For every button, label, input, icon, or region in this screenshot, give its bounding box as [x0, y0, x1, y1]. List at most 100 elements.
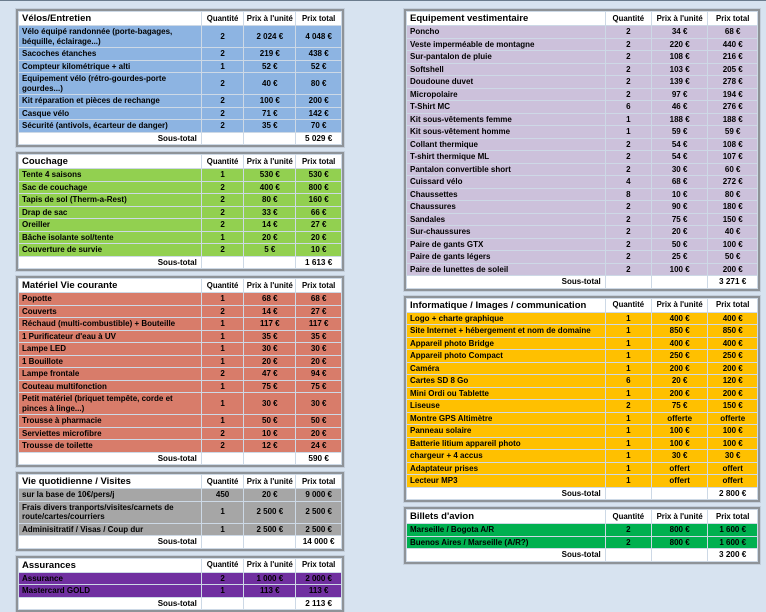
cell-label[interactable]: 1 Purificateur d'eau à UV [19, 331, 201, 343]
col-header-quantite[interactable]: Quantité [202, 279, 243, 292]
cell-total-price[interactable]: 60 € [708, 164, 757, 176]
cell-quantity[interactable]: 2 [202, 26, 243, 47]
cell-total-price[interactable]: 27 € [296, 306, 341, 318]
cell-label[interactable]: Sac de couchage [19, 182, 201, 194]
cell-empty[interactable] [652, 276, 708, 288]
cell-label[interactable]: T-shirt thermique ML [407, 151, 605, 163]
cell-empty[interactable] [244, 453, 295, 465]
cell-total-price[interactable]: 10 € [296, 244, 341, 256]
cell-label[interactable]: Couverture de survie [19, 244, 201, 256]
cell-unit-price[interactable]: 100 € [652, 264, 708, 276]
cell-quantity[interactable]: 6 [606, 101, 651, 113]
cell-total-price[interactable]: 70 € [296, 120, 341, 132]
cell-total-price[interactable]: 75 € [296, 381, 341, 393]
cell-total-price[interactable]: 160 € [296, 194, 341, 206]
cell-total-price[interactable]: 27 € [296, 219, 341, 231]
cell-label[interactable]: Trousse de toilette [19, 440, 201, 452]
subtotal-value[interactable]: 2 800 € [708, 488, 757, 500]
subtotal-value[interactable]: 3 271 € [708, 276, 757, 288]
col-header-prix-total[interactable]: Prix total [708, 299, 757, 312]
cell-label[interactable]: Lecteur MP3 [407, 475, 605, 487]
cell-label[interactable]: Mini Ordi ou Tablette [407, 388, 605, 400]
cell-total-price[interactable]: 800 € [296, 182, 341, 194]
cell-quantity[interactable]: 2 [202, 244, 243, 256]
cell-quantity[interactable]: 1 [202, 415, 243, 427]
cell-total-price[interactable]: 107 € [708, 151, 757, 163]
cell-label[interactable]: Couteau multifonction [19, 381, 201, 393]
cell-total-price[interactable]: 276 € [708, 101, 757, 113]
cell-quantity[interactable]: 2 [606, 524, 651, 536]
cell-quantity[interactable]: 2 [606, 26, 651, 38]
table-title[interactable]: Billets d'avion [407, 510, 605, 523]
cell-total-price[interactable]: 1 600 € [708, 524, 757, 536]
cell-label[interactable]: Lampe frontale [19, 368, 201, 380]
cell-label[interactable]: Drap de sac [19, 207, 201, 219]
cell-total-price[interactable]: 2 000 € [296, 573, 341, 585]
cell-label[interactable]: Softshell [407, 64, 605, 76]
cell-unit-price[interactable]: 35 € [244, 331, 295, 343]
cell-unit-price[interactable]: 52 € [244, 61, 295, 73]
col-header-prix-unite[interactable]: Prix à l'unité [244, 12, 295, 25]
cell-quantity[interactable]: 1 [606, 325, 651, 337]
cell-quantity[interactable]: 1 [606, 438, 651, 450]
cell-quantity[interactable]: 2 [606, 226, 651, 238]
cell-quantity[interactable]: 1 [606, 450, 651, 462]
subtotal-label[interactable]: Sous-total [19, 257, 201, 269]
cell-label[interactable]: Sandales [407, 214, 605, 226]
cell-unit-price[interactable]: 113 € [244, 585, 295, 597]
cell-quantity[interactable]: 2 [606, 201, 651, 213]
cell-unit-price[interactable]: 50 € [244, 415, 295, 427]
cell-label[interactable]: Equipement vélo (rétro-gourdes-porte gou… [19, 73, 201, 94]
cell-quantity[interactable]: 6 [606, 375, 651, 387]
cell-empty[interactable] [606, 276, 651, 288]
cell-label[interactable]: Bâche isolante sol/tente [19, 232, 201, 244]
cell-total-price[interactable]: 30 € [708, 450, 757, 462]
col-header-quantite[interactable]: Quantité [606, 12, 651, 25]
cell-total-price[interactable]: 1 600 € [708, 537, 757, 549]
cell-unit-price[interactable]: 20 € [244, 232, 295, 244]
cell-total-price[interactable]: 4 048 € [296, 26, 341, 47]
cell-total-price[interactable]: 2 500 € [296, 524, 341, 536]
subtotal-label[interactable]: Sous-total [407, 488, 605, 500]
cell-total-price[interactable]: 438 € [296, 48, 341, 60]
cell-label[interactable]: Vélo équipé randonnée (porte-bagages, bé… [19, 26, 201, 47]
subtotal-label[interactable]: Sous-total [407, 549, 605, 561]
cell-quantity[interactable]: 1 [606, 413, 651, 425]
col-header-prix-total[interactable]: Prix total [708, 12, 757, 25]
cell-total-price[interactable]: 2 500 € [296, 502, 341, 523]
cell-quantity[interactable]: 2 [202, 306, 243, 318]
table-title[interactable]: Vie quotidienne / Visites [19, 475, 201, 488]
cell-quantity[interactable]: 8 [606, 189, 651, 201]
cell-quantity[interactable]: 2 [202, 182, 243, 194]
subtotal-value[interactable]: 3 200 € [708, 549, 757, 561]
cell-unit-price[interactable]: 100 € [244, 95, 295, 107]
cell-unit-price[interactable]: 14 € [244, 219, 295, 231]
cell-total-price[interactable]: 188 € [708, 114, 757, 126]
cell-total-price[interactable]: 205 € [708, 64, 757, 76]
cell-unit-price[interactable]: 30 € [652, 450, 708, 462]
cell-quantity[interactable]: 450 [202, 489, 243, 501]
cell-label[interactable]: Sur-chaussures [407, 226, 605, 238]
cell-unit-price[interactable]: 25 € [652, 251, 708, 263]
cell-quantity[interactable]: 1 [606, 425, 651, 437]
cell-label[interactable]: Tapis de sol (Therm-a-Rest) [19, 194, 201, 206]
cell-total-price[interactable]: 278 € [708, 76, 757, 88]
cell-quantity[interactable]: 1 [606, 350, 651, 362]
cell-label[interactable]: Petit matériel (briquet tempête, corde e… [19, 393, 201, 414]
cell-total-price[interactable]: 150 € [708, 400, 757, 412]
col-header-prix-unite[interactable]: Prix à l'unité [244, 155, 295, 168]
cell-total-price[interactable]: 20 € [296, 356, 341, 368]
cell-unit-price[interactable]: 59 € [652, 126, 708, 138]
cell-unit-price[interactable]: 20 € [244, 489, 295, 501]
cell-label[interactable]: Casque vélo [19, 108, 201, 120]
cell-unit-price[interactable]: 219 € [244, 48, 295, 60]
subtotal-value[interactable]: 5 029 € [296, 133, 341, 145]
cell-unit-price[interactable]: 68 € [244, 293, 295, 305]
cell-quantity[interactable]: 2 [202, 120, 243, 132]
cell-label[interactable]: Pantalon convertible short [407, 164, 605, 176]
cell-total-price[interactable]: 113 € [296, 585, 341, 597]
cell-total-price[interactable]: 50 € [708, 251, 757, 263]
cell-unit-price[interactable]: 400 € [652, 338, 708, 350]
cell-label[interactable]: 1 Bouillote [19, 356, 201, 368]
col-header-quantite[interactable]: Quantité [606, 299, 651, 312]
